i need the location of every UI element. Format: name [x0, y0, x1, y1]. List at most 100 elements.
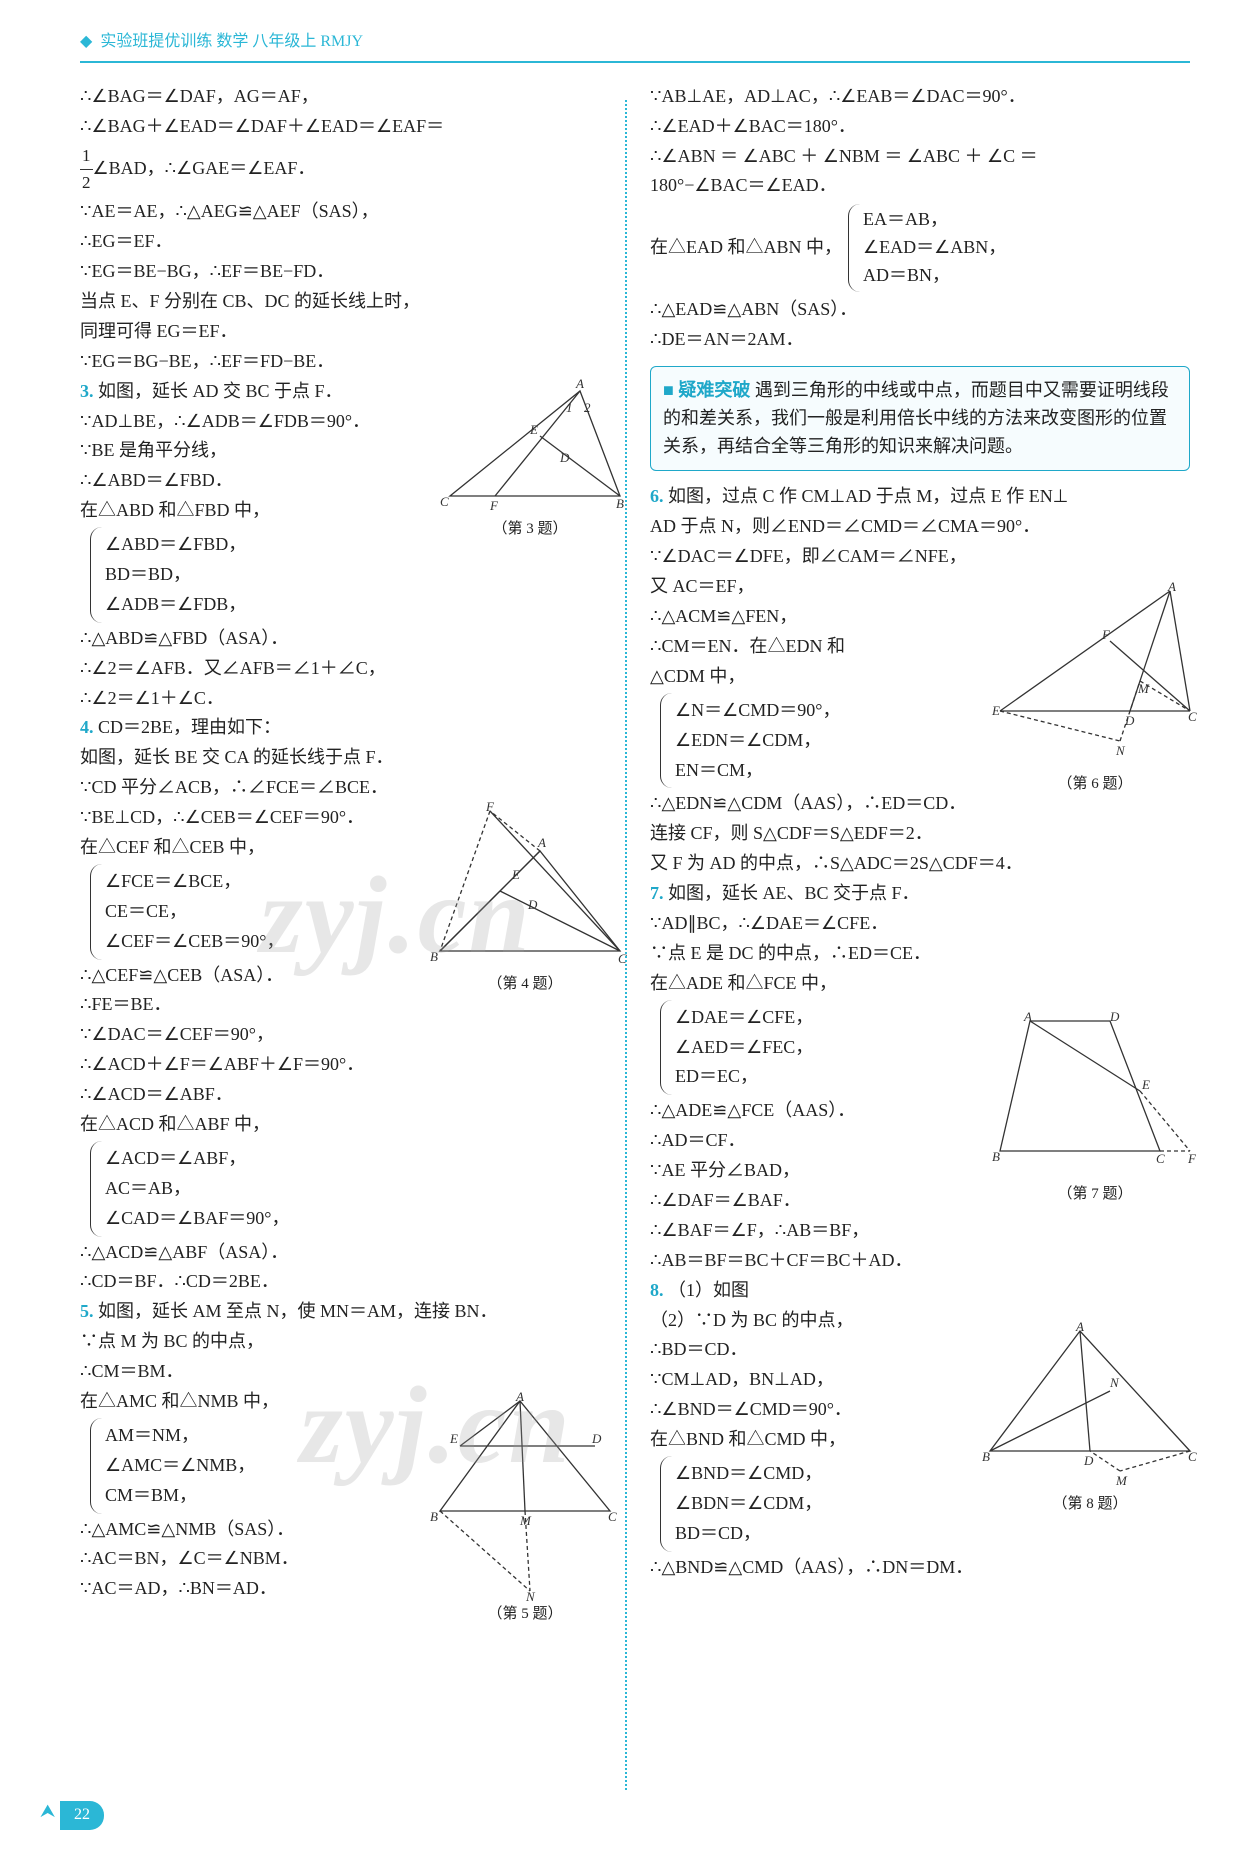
- text: ∴∠ACD＋∠F＝∠ABF＋∠F＝90°．: [80, 1051, 620, 1079]
- left-column: ∴∠BAG＝∠DAF，AG＝AF， ∴∠BAG＋∠EAD＝∠DAF＋∠EAD＝∠…: [80, 81, 620, 1605]
- svg-text:A: A: [515, 1391, 524, 1404]
- text: 如图，延长 BE 交 CA 的延长线于点 F．: [80, 744, 620, 772]
- svg-text:C: C: [1188, 1449, 1197, 1464]
- svg-text:E: E: [991, 703, 1000, 718]
- text: ∵点 M 为 BC 的中点，: [80, 1328, 620, 1356]
- svg-text:A: A: [1023, 1011, 1032, 1024]
- figure-7: A D B C F E （第 7 题）: [990, 1011, 1200, 1206]
- text: ∴∠EAD＋∠BAC＝180°．: [650, 113, 1190, 141]
- svg-text:F: F: [489, 498, 499, 513]
- svg-text:B: B: [992, 1149, 1000, 1164]
- text: ∵EG＝BG−BE，∴EF＝FD−BE．: [80, 348, 620, 376]
- text: ∵AB⊥AE，AD⊥AC，∴∠EAB＝∠DAC＝90°．: [650, 83, 1190, 111]
- text: ∴△ACD≌△ABF（ASA）．: [80, 1239, 620, 1267]
- text: ∵∠DAC＝∠CEF＝90°，: [80, 1021, 620, 1049]
- figure-caption: （第 6 题）: [990, 773, 1200, 796]
- text: ∴∠ACD＝∠ABF．: [80, 1081, 620, 1109]
- item-6: 6. 如图，过点 C 作 CM⊥AD 于点 M，过点 E 作 EN⊥: [650, 483, 1190, 511]
- svg-text:F: F: [485, 801, 495, 814]
- text: ∵AD∥BC，∴∠DAE＝∠CFE．: [650, 910, 1190, 938]
- num-5: 5.: [80, 1301, 94, 1321]
- text: ∴DE＝AN＝2AM．: [650, 326, 1190, 354]
- svg-text:F: F: [1187, 1151, 1197, 1166]
- svg-text:D: D: [1109, 1011, 1120, 1024]
- text: 12∠BAD，∴∠GAE＝∠EAF．: [80, 143, 620, 197]
- header-title: 实验班提优训练 数学 八年级上 RMJY: [100, 30, 363, 55]
- num-4: 4.: [80, 717, 94, 737]
- svg-text:B: B: [430, 1509, 438, 1524]
- item-5: 5. 如图，延长 AM 至点 N，使 MN＝AM，连接 BN．: [80, 1298, 620, 1326]
- svg-text:E: E: [1141, 1077, 1150, 1092]
- text: ∴△EAD≌△ABN（SAS）．: [650, 296, 1190, 324]
- item-7: 7. 如图，延长 AE、BC 交于点 F．: [650, 880, 1190, 908]
- page-number: 22: [60, 1801, 104, 1830]
- figure-caption: （第 4 题）: [420, 973, 630, 996]
- svg-text:1: 1: [566, 400, 573, 415]
- svg-text:F: F: [1101, 627, 1111, 642]
- text: AD 于点 N，则∠END＝∠CMD＝∠CMA＝90°．: [650, 513, 1190, 541]
- svg-text:B: B: [982, 1449, 990, 1464]
- svg-text:B: B: [616, 496, 624, 511]
- text: ∵CD 平分∠ACB，∴∠FCE＝∠BCE．: [80, 774, 620, 802]
- text: 在△EAD 和△ABN 中， EA＝AB， ∠EAD＝∠ABN， AD＝BN，: [650, 202, 1190, 294]
- text: ∴△BND≌△CMD（AAS），∴DN＝DM．: [650, 1554, 1190, 1582]
- svg-text:M: M: [1115, 1473, 1128, 1488]
- text: ∴CM＝BM．: [80, 1358, 620, 1386]
- figure-5: AB CM NE D （第 5 题）: [420, 1391, 630, 1626]
- svg-text:D: D: [591, 1431, 602, 1446]
- num-6: 6.: [650, 486, 664, 506]
- text: ∵∠DAC＝∠DFE，即∠CAM＝∠NFE，: [650, 543, 1190, 571]
- right-column: ∵AB⊥AE，AD⊥AC，∴∠EAB＝∠DAC＝90°． ∴∠EAD＋∠BAC＝…: [650, 81, 1190, 1605]
- book-icon: ◆: [80, 30, 92, 55]
- num-3: 3.: [80, 381, 94, 401]
- svg-text:D: D: [527, 897, 538, 912]
- svg-text:C: C: [1156, 1151, 1165, 1166]
- text: ∴EG＝EF．: [80, 228, 620, 256]
- num-8: 8.: [650, 1280, 664, 1300]
- svg-text:A: A: [1167, 581, 1176, 594]
- page-header: ◆ 实验班提优训练 数学 八年级上 RMJY: [80, 30, 1190, 63]
- text: ∵EG＝BE−BG，∴EF＝BE−FD．: [80, 258, 620, 286]
- text: ∴CD＝BF．∴CD＝2BE．: [80, 1268, 620, 1296]
- text: 180°−∠BAC＝∠EAD．: [650, 172, 1190, 200]
- text: 在△ACD 和△ABF 中，: [80, 1111, 620, 1139]
- svg-text:M: M: [519, 1513, 532, 1528]
- item-4: 4. CD＝2BE，理由如下：: [80, 714, 620, 742]
- figure-4: FA BC ED （第 4 题）: [420, 801, 630, 996]
- svg-text:A: A: [1075, 1321, 1084, 1334]
- svg-text:N: N: [1109, 1375, 1120, 1390]
- brace-group: ∠ACD＝∠ABF， AC＝AB， ∠CAD＝∠BAF＝90°，: [90, 1141, 620, 1237]
- svg-text:D: D: [1124, 713, 1135, 728]
- text: 当点 E、F 分别在 CB、DC 的延长线上时，: [80, 288, 620, 316]
- text: ∵点 E 是 DC 的中点，∴ED＝CE．: [650, 940, 1190, 968]
- svg-text:C: C: [440, 494, 449, 509]
- text: 在△ADE 和△FCE 中，: [650, 970, 1190, 998]
- figure-6: A E C D F M N （第 6 题）: [990, 581, 1200, 796]
- svg-text:C: C: [608, 1509, 617, 1524]
- item-8: 8. （1）如图: [650, 1277, 1190, 1305]
- text: ∴AB＝BF＝BC＋CF＝BC＋AD．: [650, 1247, 1190, 1275]
- svg-text:N: N: [1115, 743, 1126, 758]
- text: ∴∠2＝∠AFB．又∠AFB＝∠1＋∠C，: [80, 655, 620, 683]
- svg-text:E: E: [449, 1431, 458, 1446]
- text: ∴∠BAF＝∠F，∴AB＝BF，: [650, 1217, 1190, 1245]
- svg-text:D: D: [559, 450, 570, 465]
- figure-caption: （第 7 题）: [990, 1183, 1200, 1206]
- text: 同理可得 EG＝EF．: [80, 318, 620, 346]
- text: ∴∠BAG＋∠EAD＝∠DAF＋∠EAD＝∠EAF＝: [80, 113, 620, 141]
- svg-text:D: D: [1083, 1453, 1094, 1468]
- text: 连接 CF，则 S△CDF＝S△EDF＝2．: [650, 820, 1190, 848]
- text: ∴∠ABN ＝ ∠ABC ＋ ∠NBM ＝ ∠ABC ＋ ∠C ＝: [650, 143, 1190, 171]
- svg-text:M: M: [1137, 681, 1150, 696]
- figure-caption: （第 8 题）: [980, 1493, 1200, 1516]
- svg-text:C: C: [1188, 709, 1197, 724]
- svg-text:A: A: [537, 835, 546, 850]
- svg-text:E: E: [529, 422, 538, 437]
- svg-text:N: N: [525, 1589, 536, 1601]
- column-divider: [625, 100, 627, 1790]
- figure-3: AC BF ED 12 （第 3 题）: [430, 376, 630, 541]
- text: 又 F 为 AD 的中点，∴S△ADC＝2S△CDF＝4．: [650, 850, 1190, 878]
- svg-text:E: E: [511, 867, 520, 882]
- figure-caption: （第 3 题）: [430, 518, 630, 541]
- text: ∵AE＝AE，∴△AEG≌△AEF（SAS），: [80, 198, 620, 226]
